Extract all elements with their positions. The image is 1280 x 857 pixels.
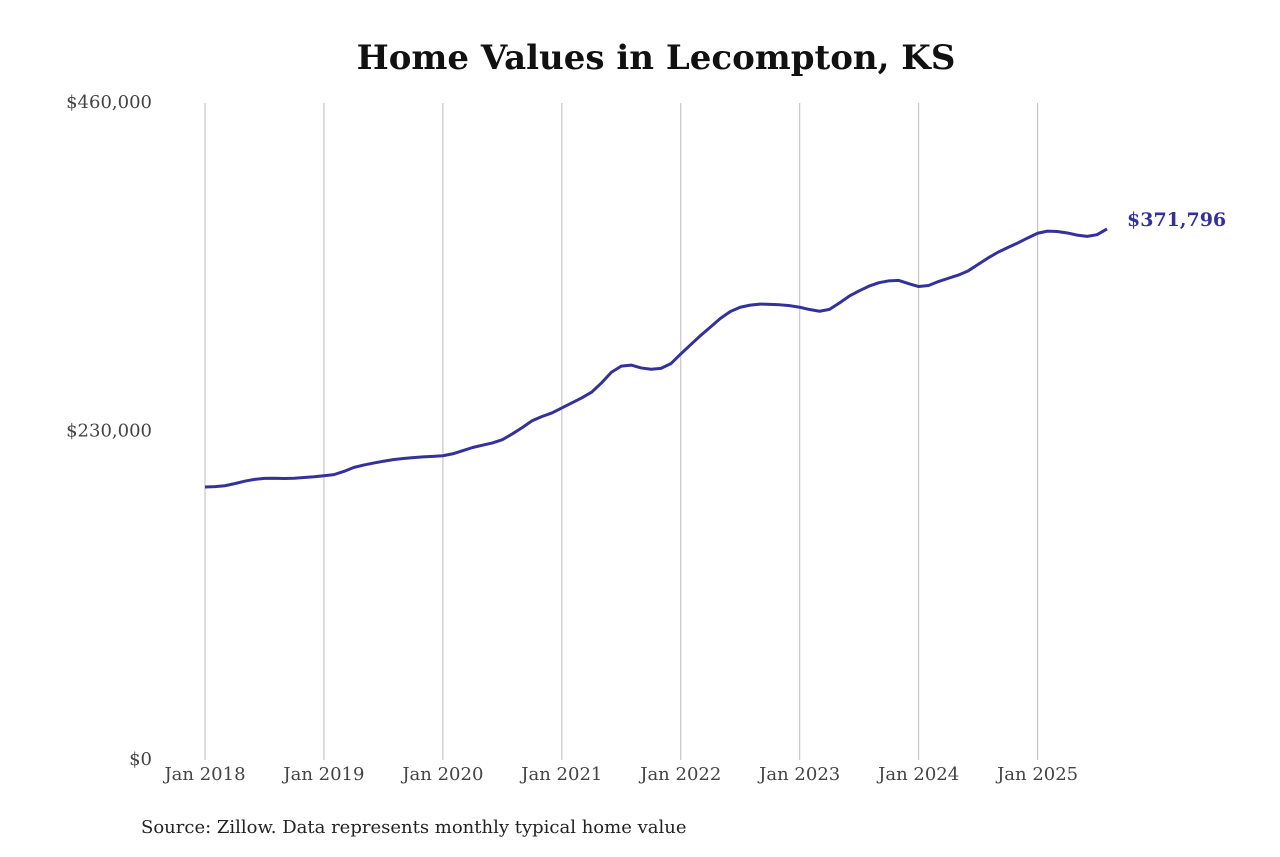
x-tick-label: Jan 2020 — [400, 764, 483, 785]
x-tick-label: Jan 2018 — [162, 764, 245, 785]
source-note: Source: Zillow. Data represents monthly … — [141, 817, 687, 838]
x-tick-label: Jan 2024 — [876, 764, 959, 785]
x-tick-label: Jan 2023 — [757, 764, 840, 785]
x-tick-label: Jan 2025 — [995, 764, 1078, 785]
y-tick-label: $230,000 — [66, 421, 152, 442]
x-tick-label: Jan 2022 — [638, 764, 721, 785]
y-tick-label: $460,000 — [66, 92, 152, 113]
x-tick-label: Jan 2019 — [281, 764, 364, 785]
x-tick-label: Jan 2021 — [519, 764, 602, 785]
chart-title: Home Values in Lecompton, KS — [357, 38, 956, 78]
end-value-label: $371,796 — [1127, 209, 1226, 231]
line-series — [204, 227, 1108, 489]
y-tick-label: $0 — [129, 749, 152, 770]
